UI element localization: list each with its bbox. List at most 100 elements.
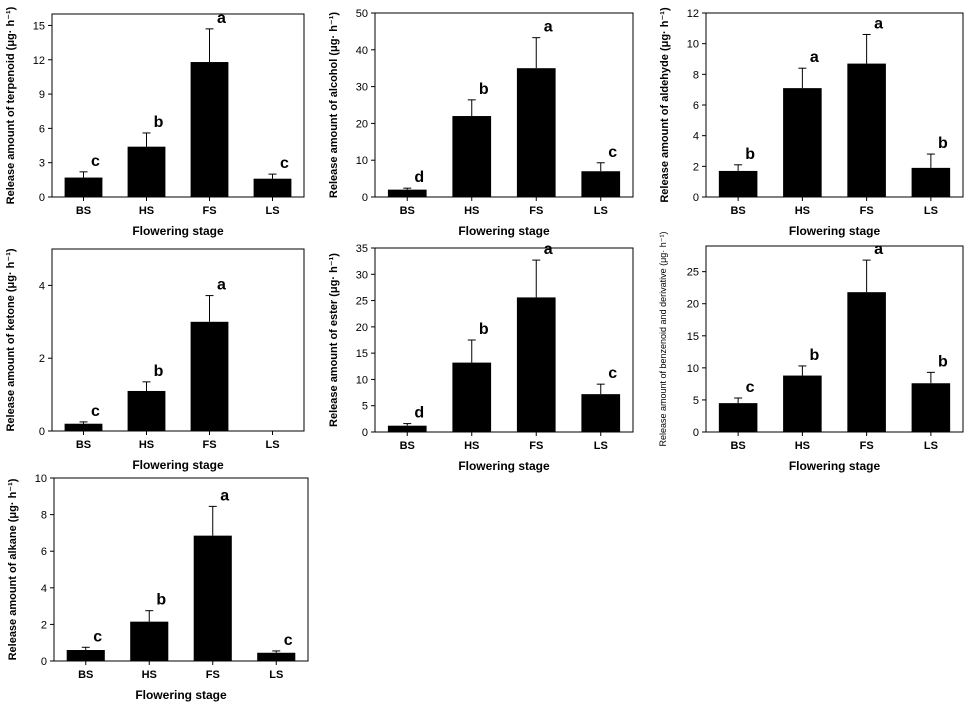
chart-2-ytick-label-0: 0: [362, 192, 368, 204]
chart-6-ytick-label-3: 15: [687, 331, 699, 343]
chart-7-ylabel: Release amount of alkane (μg· h⁻¹): [7, 478, 19, 660]
chart-6-category-label-1: HS: [795, 440, 810, 452]
chart-5-category-label-1: HS: [464, 440, 479, 452]
chart-5-category-label-3: LS: [594, 440, 608, 452]
chart-2-ytick-label-3: 30: [356, 82, 368, 94]
chart-1-significance-2: a: [217, 10, 226, 27]
chart-6-significance-3: b: [938, 353, 948, 370]
chart-2-category-label-1: HS: [464, 205, 479, 217]
chart-3-significance-2: a: [874, 15, 883, 32]
chart-3-significance-1: a: [810, 49, 819, 66]
chart-7: 0 2 4 6 8 10 BS c HS b FS a LS c Flowering stage Releas…: [7, 473, 309, 702]
chart-1-ytick-label-2: 6: [39, 123, 45, 135]
chart-5-bar-0: [387, 425, 427, 432]
chart-7-significance-3: c: [284, 632, 293, 649]
chart-5-bar-1: [452, 362, 492, 432]
chart-4-category-label-2: FS: [202, 439, 216, 451]
chart-6-ytick-label-1: 5: [693, 395, 699, 407]
chart-3-ytick-label-2: 4: [693, 131, 699, 143]
chart-5-significance-1: b: [479, 321, 489, 338]
chart-6-ytick-label-0: 0: [693, 427, 699, 439]
chart-6-ytick-label-4: 20: [687, 299, 699, 311]
chart-2-ytick-label-5: 50: [356, 8, 368, 20]
chart-7-ytick-label-4: 8: [41, 510, 47, 522]
chart-3-category-label-0: BS: [730, 205, 745, 217]
chart-3-ytick-label-3: 6: [693, 100, 699, 112]
chart-4-ytick-label-1: 2: [39, 353, 45, 365]
chart-1-frame: [51, 13, 305, 198]
chart-7-bar-0: [66, 650, 105, 661]
chart-4: 0 2 4 BS c HS b FS a LS Flowering stage Release amo…: [5, 248, 305, 472]
chart-5-ytick-label-3: 15: [356, 348, 368, 360]
chart-4-ylabel: Release amount of ketone (μg· h⁻¹): [5, 248, 17, 431]
chart-5-bar-3: [581, 394, 621, 432]
chart-6: 0 5 10 15 20 25 BS c HS b FS a LS b Flowering stage Rel…: [658, 231, 964, 473]
chart-1-bar-3: [253, 178, 292, 197]
chart-1-bar-1: [127, 146, 166, 197]
chart-5-ytick-label-2: 10: [356, 374, 368, 386]
chart-6-ylabel: Release amount of benzenoid and derivati…: [658, 231, 668, 446]
chart-3-xlabel: Flowering stage: [789, 224, 881, 238]
chart-2-ytick-label-4: 40: [356, 45, 368, 57]
chart-4-bar-1: [127, 390, 166, 431]
chart-7-ytick-label-2: 4: [41, 583, 47, 595]
chart-2-significance-3: c: [608, 144, 617, 161]
chart-7-frame: [53, 477, 309, 662]
chart-5-ytick-label-5: 25: [356, 296, 368, 308]
chart-5-ytick-label-1: 5: [362, 401, 368, 413]
chart-1-ytick-label-1: 3: [39, 158, 45, 170]
chart-1-category-label-3: LS: [265, 205, 279, 217]
chart-2-bar-3: [581, 171, 621, 197]
chart-1-ytick-label-5: 15: [33, 20, 45, 32]
chart-2-ytick-label-2: 20: [356, 118, 368, 130]
chart-4-significance-0: c: [91, 403, 100, 420]
chart-3-ytick-label-5: 10: [687, 39, 699, 51]
chart-7-category-label-2: FS: [206, 669, 220, 681]
chart-5-ylabel: Release amount of ester (μg· h⁻¹): [328, 253, 340, 427]
chart-4-significance-1: b: [154, 363, 164, 380]
chart-3-ylabel: Release amount of aldehyde (μg· h⁻¹): [659, 7, 671, 203]
chart-7-ytick-label-0: 0: [41, 656, 47, 668]
chart-5-xlabel: Flowering stage: [458, 459, 550, 473]
chart-5-ytick-label-7: 35: [356, 243, 368, 255]
chart-7-bar-1: [130, 621, 169, 661]
chart-2-category-label-3: LS: [594, 205, 608, 217]
chart-4-category-label-1: HS: [139, 439, 154, 451]
chart-1-category-label-2: FS: [202, 205, 216, 217]
chart-6-bar-1: [783, 375, 822, 432]
chart-1-bar-0: [64, 177, 103, 197]
chart-2-frame: [374, 12, 634, 198]
chart-2-significance-0: d: [414, 169, 424, 186]
chart-7-significance-2: a: [220, 487, 229, 504]
chart-7-ytick-label-5: 10: [35, 473, 47, 485]
chart-3-category-label-3: LS: [924, 205, 938, 217]
chart-1-ytick-label-3: 9: [39, 89, 45, 101]
chart-1-category-label-0: BS: [76, 205, 91, 217]
chart-4-bar-2: [190, 321, 229, 431]
chart-5-bar-2: [516, 297, 556, 432]
chart-6-significance-0: c: [746, 379, 755, 396]
chart-4-ytick-label-2: 4: [39, 280, 45, 292]
chart-5-significance-3: c: [608, 365, 617, 382]
chart-6-bar-0: [718, 403, 758, 432]
chart-6-bar-3: [911, 383, 951, 432]
chart-2-ytick-label-1: 10: [356, 155, 368, 167]
chart-3: 0 2 4 6 8 10 12 BS b HS a FS a LS b Flowering stage Rele…: [659, 7, 964, 238]
chart-6-ytick-label-5: 25: [687, 267, 699, 279]
chart-2: 0 10 20 30 40 50 BS d HS b FS a LS c Flowering stage Re…: [328, 8, 634, 238]
chart-4-category-label-0: BS: [76, 439, 91, 451]
chart-1-xlabel: Flowering stage: [132, 224, 224, 238]
chart-1-significance-3: c: [280, 155, 289, 172]
chart-6-category-label-0: BS: [730, 440, 745, 452]
chart-4-frame: [51, 248, 305, 432]
chart-1-ytick-label-0: 0: [39, 192, 45, 204]
chart-4-ytick-label-0: 0: [39, 426, 45, 438]
chart-1-category-label-1: HS: [139, 205, 154, 217]
chart-3-ytick-label-1: 2: [693, 161, 699, 173]
chart-5-ytick-label-6: 30: [356, 269, 368, 281]
chart-5-category-label-2: FS: [529, 440, 543, 452]
chart-7-category-label-1: HS: [142, 669, 157, 681]
chart-3-significance-0: b: [745, 146, 755, 163]
chart-5-significance-2: a: [544, 241, 553, 258]
